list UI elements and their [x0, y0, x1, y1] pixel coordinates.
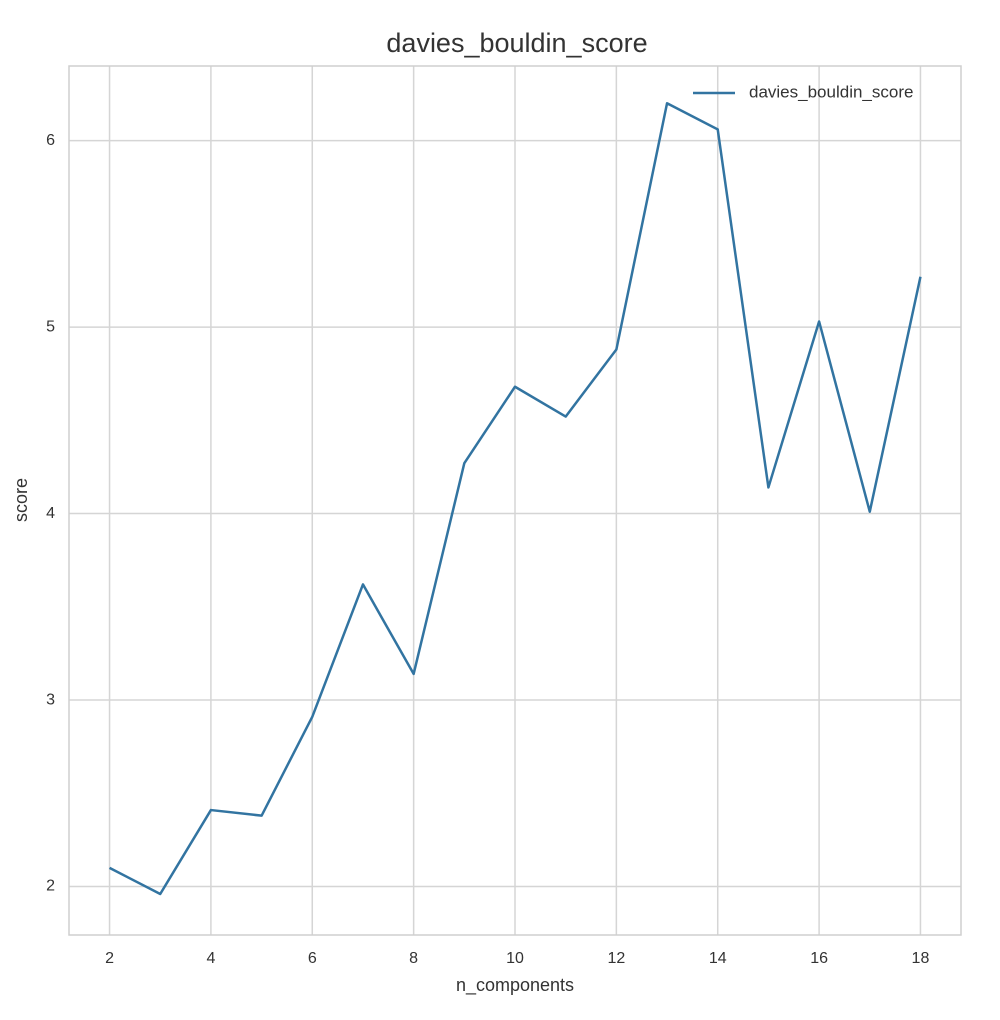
x-tick-label: 10 — [506, 950, 524, 967]
data-line — [108, 102, 922, 896]
legend-label: davies_bouldin_score — [749, 82, 913, 101]
plot-frame — [68, 65, 962, 936]
x-tick-label: 14 — [709, 950, 727, 967]
x-tick-label: 18 — [912, 950, 930, 967]
x-tick-label: 2 — [105, 950, 114, 967]
x-tick-label: 4 — [206, 950, 215, 967]
y-tick-label: 3 — [46, 691, 55, 708]
y-tick-label: 6 — [46, 132, 55, 149]
x-tick-label: 6 — [308, 950, 317, 967]
y-tick-label: 5 — [46, 318, 55, 335]
x-tick-label: 16 — [810, 950, 828, 967]
y-tick-label: 4 — [46, 505, 55, 522]
x-tick-label: 12 — [607, 950, 625, 967]
y-axis-label: score — [11, 478, 31, 522]
y-tick-label: 2 — [46, 878, 55, 895]
x-axis-label: n_components — [456, 975, 574, 996]
chart-title: davies_bouldin_score — [386, 28, 647, 58]
x-tick-label: 8 — [409, 950, 418, 967]
